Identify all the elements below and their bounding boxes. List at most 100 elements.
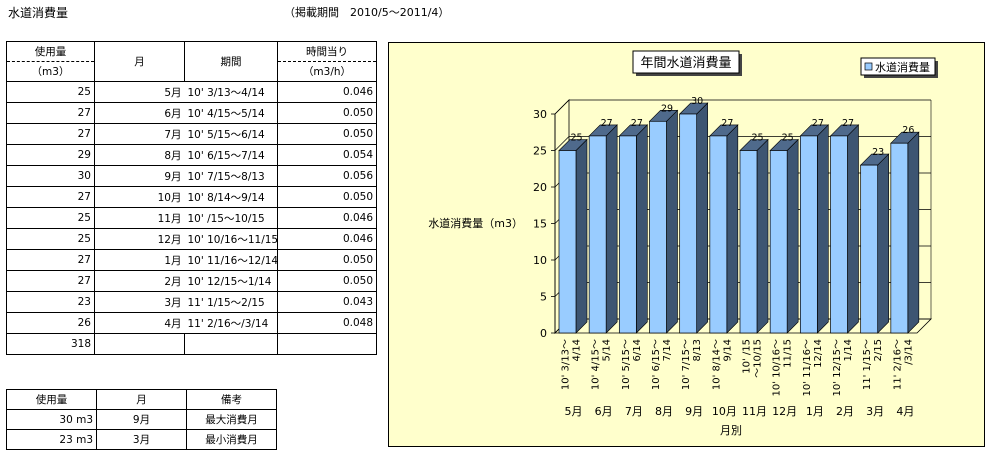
data-label: 26	[902, 125, 914, 136]
y-tick-label: 30	[533, 108, 547, 121]
cell-total: 318	[6, 333, 95, 355]
cell-rate: 0.050	[277, 186, 377, 208]
bar-side	[696, 102, 708, 334]
bar	[739, 150, 758, 334]
cell-period: 11' 2/16～/3/14	[184, 312, 278, 334]
legend-label: 水道消費量	[875, 60, 930, 74]
x-period-label: 10' 11/16～	[802, 339, 813, 396]
x-period-label: 9/14	[722, 339, 733, 361]
cell-empty	[184, 333, 278, 355]
cell-rate: 0.046	[277, 228, 377, 250]
x-period-label: 7/14	[662, 339, 673, 361]
table-row: 27 1月 10' 11/16～12/14 0.050	[6, 249, 377, 271]
cell-month: 9月	[94, 165, 185, 187]
bar	[618, 135, 637, 334]
summary-row: 30 m3 9月 最大消費月	[6, 409, 277, 430]
table-row: 25 12月 10' 10/16～11/15 0.046	[6, 228, 377, 250]
table-row: 27 7月 10' 5/15～6/14 0.050	[6, 123, 377, 145]
bar	[830, 135, 848, 334]
cell-usage: 27	[6, 186, 95, 208]
cell-month: 7月	[94, 123, 185, 145]
header-period: 期間	[184, 41, 278, 82]
chart-title: 年間水道消費量	[640, 56, 731, 71]
cell-rate: 0.046	[277, 81, 377, 103]
summary-month: 3月	[96, 429, 187, 450]
y-tick-label: 0	[540, 327, 547, 340]
data-label: 27	[721, 118, 733, 129]
y-tick-label: 25	[533, 145, 547, 158]
cell-month: 2月	[94, 270, 185, 292]
data-label: 25	[751, 133, 763, 144]
x-period-label: 2/15	[873, 339, 884, 361]
x-period-label: 6/14	[632, 339, 643, 361]
table-header-row: 使用量 月 期間 時間当り	[6, 41, 377, 82]
cell-month: 11月	[94, 207, 185, 229]
data-label: 29	[661, 103, 673, 114]
cell-rate: 0.048	[277, 312, 377, 334]
bar	[709, 135, 728, 334]
cell-period: 11' 1/15～2/15	[184, 291, 278, 313]
summary-table: 使用量 月 備考 30 m3 9月 最大消費月 23 m3 3月 最小消費月	[6, 389, 277, 450]
x-axis-label: 月別	[720, 424, 742, 437]
table-row: 29 8月 10' 6/15～7/14 0.054	[6, 144, 377, 166]
x-period-label: 10' 3/13～	[561, 339, 572, 390]
y-tick-label: 10	[533, 254, 547, 267]
summary-header-note: 備考	[186, 389, 277, 410]
cell-month: 8月	[94, 144, 185, 166]
cell-usage: 23	[6, 291, 95, 313]
page-title: 水道消費量	[8, 6, 69, 20]
x-category-label: 5月	[565, 405, 583, 418]
legend-swatch	[864, 62, 873, 71]
bar	[558, 150, 577, 334]
cell-rate: 0.050	[277, 102, 377, 124]
y-axis-label: 水道消費量（m3）	[428, 216, 523, 230]
summary-note: 最大消費月	[186, 409, 277, 430]
cell-usage: 25	[6, 81, 95, 103]
cell-rate: 0.046	[277, 207, 377, 229]
cell-rate: 0.050	[277, 270, 377, 292]
summary-usage: 30 m3	[6, 409, 97, 430]
cell-period: 10' 10/16～11/15	[184, 228, 278, 250]
x-period-label: 10' 7/15～	[681, 339, 692, 390]
cell-usage: 27	[6, 249, 95, 271]
x-period-label: 1/14	[843, 339, 854, 361]
cell-month: 12月	[94, 228, 185, 250]
cell-month: 6月	[94, 102, 185, 124]
x-period-label: 11' 1/15～	[862, 339, 873, 390]
x-category-label: 6月	[595, 405, 613, 418]
bar	[860, 164, 879, 334]
data-label: 27	[631, 118, 643, 129]
cell-month: 3月	[94, 291, 185, 313]
bar	[769, 150, 788, 334]
period-caption: （掲載期間 2010/5～2011/4）	[284, 6, 450, 19]
x-category-label: 11月	[742, 405, 767, 418]
usage-table: 使用量 月 期間 時間当り （m3） （m3/h） 25 5月 10' 3/13～4…	[6, 41, 377, 355]
x-period-label: 10' 10/16～	[772, 339, 783, 396]
x-period-label: 11/15	[783, 339, 794, 368]
x-period-label: 10' /15	[742, 339, 753, 374]
bar-side	[786, 138, 799, 334]
x-period-label: 10' 12/15～	[832, 339, 843, 396]
x-period-label: /3/14	[903, 339, 914, 365]
table-row: 27 6月 10' 4/15～5/14 0.050	[6, 102, 377, 124]
cell-usage: 26	[6, 312, 95, 334]
bar-side	[817, 124, 829, 334]
x-category-label: 10月	[712, 405, 737, 418]
x-category-label: 3月	[866, 405, 884, 418]
summary-usage: 23 m3	[6, 429, 97, 450]
cell-empty	[277, 333, 377, 355]
cell-month: 10月	[94, 186, 185, 208]
data-label: 23	[872, 147, 884, 158]
cell-period: 10' 6/15～7/14	[184, 144, 278, 166]
data-label: 27	[842, 118, 854, 129]
x-period-label: 10' 8/14～	[711, 339, 722, 390]
gridline	[554, 99, 931, 115]
header-usage-unit: （m3）	[6, 61, 95, 82]
data-label: 27	[812, 118, 824, 129]
y-tick-label: 15	[533, 218, 547, 231]
table-row: 27 10月 10' 8/14～9/14 0.050	[6, 186, 377, 208]
y-tick-label: 20	[533, 181, 547, 194]
table-row: 23 3月 11' 1/15～2/15 0.043	[6, 291, 377, 313]
cell-period: 10' 7/15～8/13	[184, 165, 278, 187]
x-period-label: 10' 5/15～	[621, 339, 632, 390]
